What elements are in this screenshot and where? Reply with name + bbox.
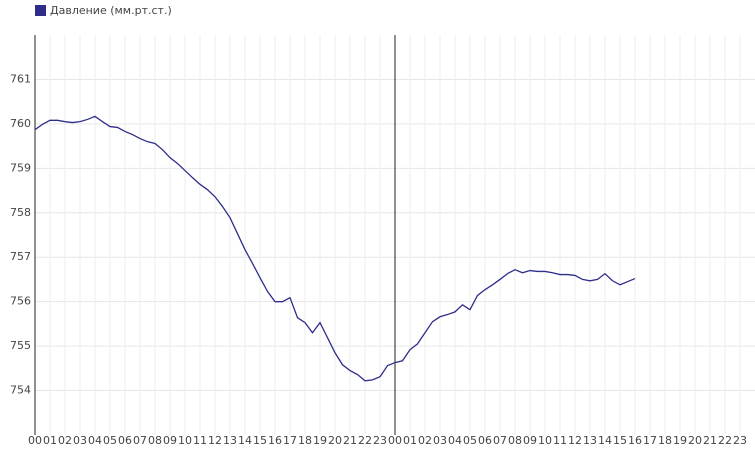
x-tick-label: 14: [598, 434, 612, 447]
x-tick-label: 00: [28, 434, 42, 447]
y-tick-label: 754: [10, 384, 31, 397]
x-tick-label: 02: [418, 434, 432, 447]
x-tick-label: 04: [448, 434, 462, 447]
x-tick-label: 09: [523, 434, 537, 447]
x-tick-label: 05: [103, 434, 117, 447]
x-tick-label: 05: [463, 434, 477, 447]
x-tick-label: 07: [133, 434, 147, 447]
x-tick-label: 14: [238, 434, 252, 447]
x-tick-label: 19: [673, 434, 687, 447]
x-tick-label: 06: [118, 434, 132, 447]
x-tick-label: 17: [643, 434, 657, 447]
x-tick-label: 10: [178, 434, 192, 447]
x-tick-label: 01: [403, 434, 417, 447]
x-tick-label: 11: [553, 434, 567, 447]
x-tick-label: 03: [73, 434, 87, 447]
x-tick-label: 15: [613, 434, 627, 447]
x-tick-label: 21: [703, 434, 717, 447]
x-tick-label: 09: [163, 434, 177, 447]
x-tick-label: 08: [508, 434, 522, 447]
x-tick-label: 15: [253, 434, 267, 447]
x-tick-label: 02: [58, 434, 72, 447]
x-tick-label: 03: [433, 434, 447, 447]
x-tick-label: 16: [628, 434, 642, 447]
x-tick-label: 16: [268, 434, 282, 447]
y-tick-label: 761: [10, 72, 31, 85]
legend-swatch: [35, 5, 46, 16]
y-tick-label: 759: [10, 161, 31, 174]
y-tick-label: 760: [10, 117, 31, 130]
y-tick-label: 758: [10, 206, 31, 219]
x-tick-label: 17: [283, 434, 297, 447]
x-tick-label: 01: [43, 434, 57, 447]
y-tick-label: 755: [10, 339, 31, 352]
y-tick-label: 757: [10, 250, 31, 263]
x-tick-label: 04: [88, 434, 102, 447]
x-tick-label: 08: [148, 434, 162, 447]
x-tick-label: 23: [733, 434, 747, 447]
grid: [34, 35, 755, 435]
x-tick-label: 00: [388, 434, 402, 447]
x-tick-label: 10: [538, 434, 552, 447]
x-tick-label: 12: [208, 434, 222, 447]
x-tick-label: 11: [193, 434, 207, 447]
x-tick-label: 21: [343, 434, 357, 447]
y-tick-label: 756: [10, 295, 31, 308]
x-tick-label: 18: [658, 434, 672, 447]
x-tick-label: 18: [298, 434, 312, 447]
x-tick-label: 19: [313, 434, 327, 447]
x-tick-label: 12: [568, 434, 582, 447]
x-tick-label: 06: [478, 434, 492, 447]
x-tick-label: 13: [223, 434, 237, 447]
x-tick-label: 07: [493, 434, 507, 447]
x-tick-label: 13: [583, 434, 597, 447]
x-tick-label: 23: [373, 434, 387, 447]
x-tick-label: 22: [718, 434, 732, 447]
legend-label: Давление (мм.рт.ст.): [50, 4, 172, 17]
x-tick-label: 20: [688, 434, 702, 447]
line: [34, 115, 636, 382]
x-tick-label: 22: [358, 434, 372, 447]
x-tick-label: 20: [328, 434, 342, 447]
